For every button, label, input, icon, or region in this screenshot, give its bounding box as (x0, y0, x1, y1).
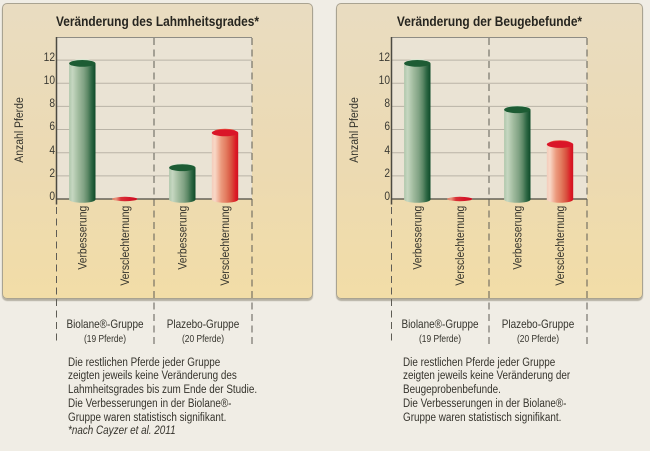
svg-text:Versclechternung: Versclechternung (555, 206, 568, 286)
svg-text:Versclechternung: Versclechternung (120, 206, 133, 286)
svg-text:Anzahl Pferde: Anzahl Pferde (348, 97, 361, 163)
svg-text:Versclechternung: Versclechternung (220, 206, 233, 286)
svg-text:Verbesserung: Verbesserung (177, 206, 190, 270)
svg-text:Anzahl Pferde: Anzahl Pferde (13, 97, 26, 163)
svg-text:Versclechternung: Versclechternung (455, 206, 468, 286)
svg-text:Verbesserung: Verbesserung (77, 206, 90, 270)
svg-text:Verbesserung: Verbesserung (412, 206, 425, 270)
svg-text:Verbesserung: Verbesserung (512, 206, 525, 270)
